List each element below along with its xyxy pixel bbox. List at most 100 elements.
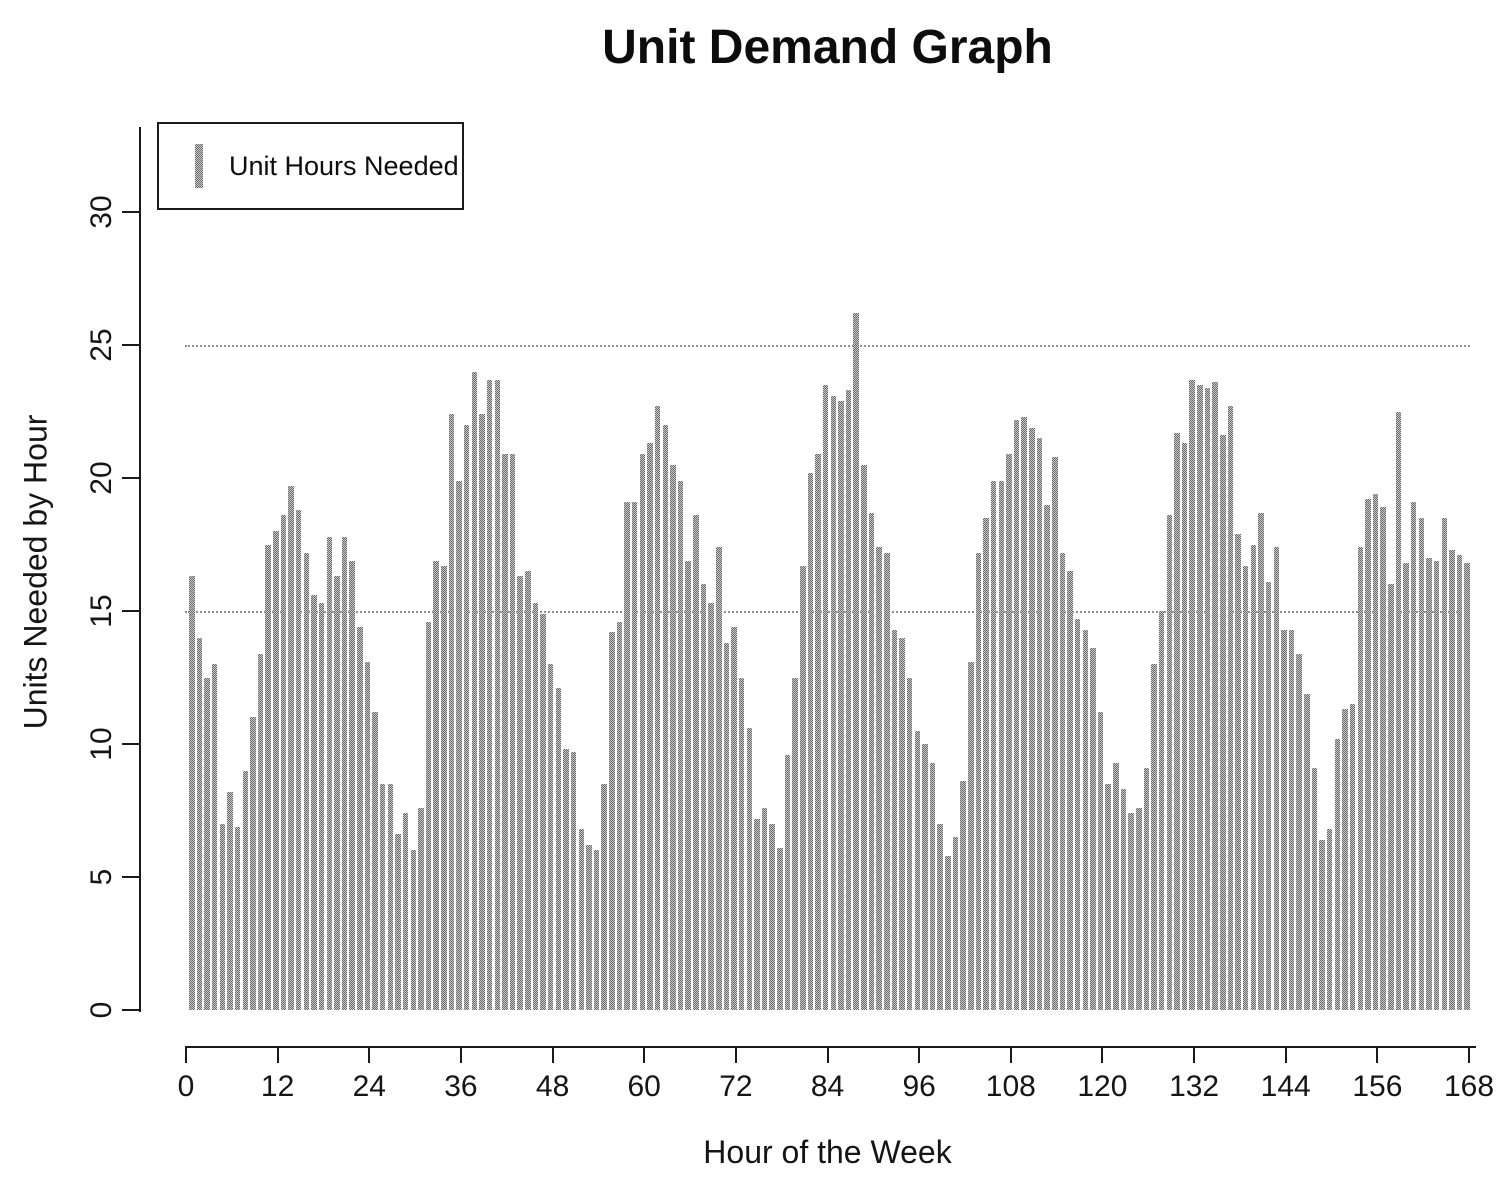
- bar-hour-67: [693, 515, 699, 1010]
- bar-hour-65: [677, 480, 684, 1010]
- bar-hour-68: [700, 584, 707, 1010]
- x-tick-label-48: 48: [535, 1070, 570, 1103]
- y-tick-20: [122, 477, 140, 479]
- x-tick-48: [551, 1047, 554, 1063]
- bar-hour-98: [929, 762, 936, 1010]
- x-tick-168: [1468, 1047, 1470, 1063]
- y-tick-label-25: 25: [85, 328, 118, 362]
- bar-hour-18: [318, 603, 325, 1010]
- bar-hour-52: [578, 829, 585, 1010]
- bar-hour-137: [1227, 406, 1234, 1010]
- chart-title: Unit Demand Graph: [602, 21, 1053, 74]
- bar-hour-14: [288, 486, 294, 1010]
- bar-hour-150: [1326, 829, 1333, 1010]
- bar-hour-9: [250, 717, 256, 1010]
- bar-hour-160: [1403, 563, 1409, 1010]
- bar-hour-33: [433, 560, 439, 1010]
- bar-hour-88: [853, 313, 859, 1010]
- bar-hour-17: [311, 595, 317, 1010]
- bar-hour-29: [402, 813, 409, 1010]
- x-tick-156: [1376, 1047, 1379, 1063]
- x-tick-label-144: 144: [1260, 1070, 1311, 1103]
- x-tick-label-108: 108: [985, 1070, 1036, 1103]
- bar-hour-164: [1433, 560, 1440, 1010]
- bar-hour-84: [822, 384, 829, 1010]
- x-tick-label-156: 156: [1352, 1070, 1403, 1103]
- bar-hour-91: [876, 547, 882, 1010]
- bar-hour-161: [1410, 501, 1417, 1010]
- bar-hour-27: [387, 783, 394, 1010]
- bar-hour-151: [1334, 738, 1341, 1010]
- bar-hour-144: [1281, 629, 1287, 1010]
- legend-box: Unit Hours Needed: [157, 122, 464, 210]
- bar-hour-11: [265, 544, 271, 1010]
- bar-hour-22: [349, 560, 355, 1010]
- bar-hour-93: [891, 629, 898, 1010]
- bar-hour-78: [777, 847, 783, 1010]
- bar-hour-13: [280, 515, 287, 1010]
- bar-hour-153: [1349, 704, 1356, 1010]
- bar-hour-58: [624, 501, 630, 1010]
- bar-hour-106: [990, 480, 997, 1010]
- x-tick-36: [459, 1047, 462, 1063]
- bar-hour-40: [486, 379, 493, 1010]
- bar-hour-26: [379, 783, 386, 1010]
- bar-hour-148: [1311, 767, 1318, 1010]
- bar-hour-1: [189, 576, 195, 1010]
- x-axis-label: Hour of the Week: [703, 1134, 952, 1170]
- bar-hour-20: [334, 576, 340, 1010]
- x-tick-60: [643, 1047, 646, 1063]
- bar-hour-123: [1120, 789, 1127, 1010]
- x-tick-label-24: 24: [352, 1070, 386, 1103]
- bar-hour-38: [471, 371, 478, 1010]
- bar-hour-136: [1220, 435, 1226, 1010]
- bar-hour-118: [1082, 629, 1089, 1010]
- bar-hour-135: [1212, 382, 1218, 1010]
- bar-hour-157: [1380, 507, 1386, 1010]
- bar-hour-107: [998, 480, 1005, 1010]
- bar-hour-97: [922, 744, 928, 1010]
- bar-hour-69: [708, 603, 714, 1010]
- bar-hour-25: [372, 712, 378, 1010]
- bar-hour-156: [1372, 494, 1379, 1010]
- bar-hour-75: [754, 818, 760, 1010]
- bar-hour-32: [425, 621, 432, 1010]
- bar-hour-81: [800, 565, 806, 1010]
- bar-hour-120: [1097, 712, 1104, 1010]
- reference-line-25: [185, 345, 1470, 347]
- y-tick-label-15: 15: [85, 594, 118, 628]
- bar-hour-119: [1090, 648, 1096, 1010]
- x-tick-120: [1101, 1047, 1104, 1063]
- bar-hour-124: [1128, 813, 1134, 1010]
- bar-hour-122: [1113, 762, 1119, 1010]
- bar-hour-131: [1181, 443, 1188, 1010]
- x-axis-line: [185, 1046, 1476, 1048]
- bar-hour-66: [685, 560, 691, 1010]
- bar-hour-37: [463, 424, 470, 1010]
- bar-hour-8: [242, 770, 249, 1010]
- bar-hour-111: [1029, 427, 1035, 1010]
- bar-hour-109: [1013, 419, 1020, 1010]
- bar-hour-127: [1151, 664, 1157, 1010]
- y-tick-15: [122, 610, 140, 612]
- bar-hour-44: [517, 576, 523, 1010]
- y-tick-label-5: 5: [85, 868, 118, 886]
- bar-hour-62: [654, 406, 661, 1010]
- bar-hour-166: [1449, 549, 1455, 1010]
- bar-hour-64: [670, 464, 676, 1010]
- bar-hour-60: [639, 454, 646, 1010]
- bar-hour-36: [456, 480, 462, 1010]
- bar-hour-152: [1342, 709, 1348, 1010]
- bar-hour-96: [914, 730, 921, 1010]
- bar-hour-132: [1189, 379, 1195, 1010]
- x-tick-24: [368, 1047, 371, 1063]
- bar-hour-15: [295, 509, 302, 1010]
- bar-hour-105: [983, 517, 989, 1010]
- y-tick-label-20: 20: [85, 461, 118, 495]
- bar-hour-168: [1464, 563, 1470, 1010]
- bar-hour-34: [441, 565, 447, 1010]
- x-tick-108: [1009, 1047, 1012, 1063]
- bar-hour-12: [273, 531, 279, 1010]
- bar-hour-41: [494, 379, 501, 1010]
